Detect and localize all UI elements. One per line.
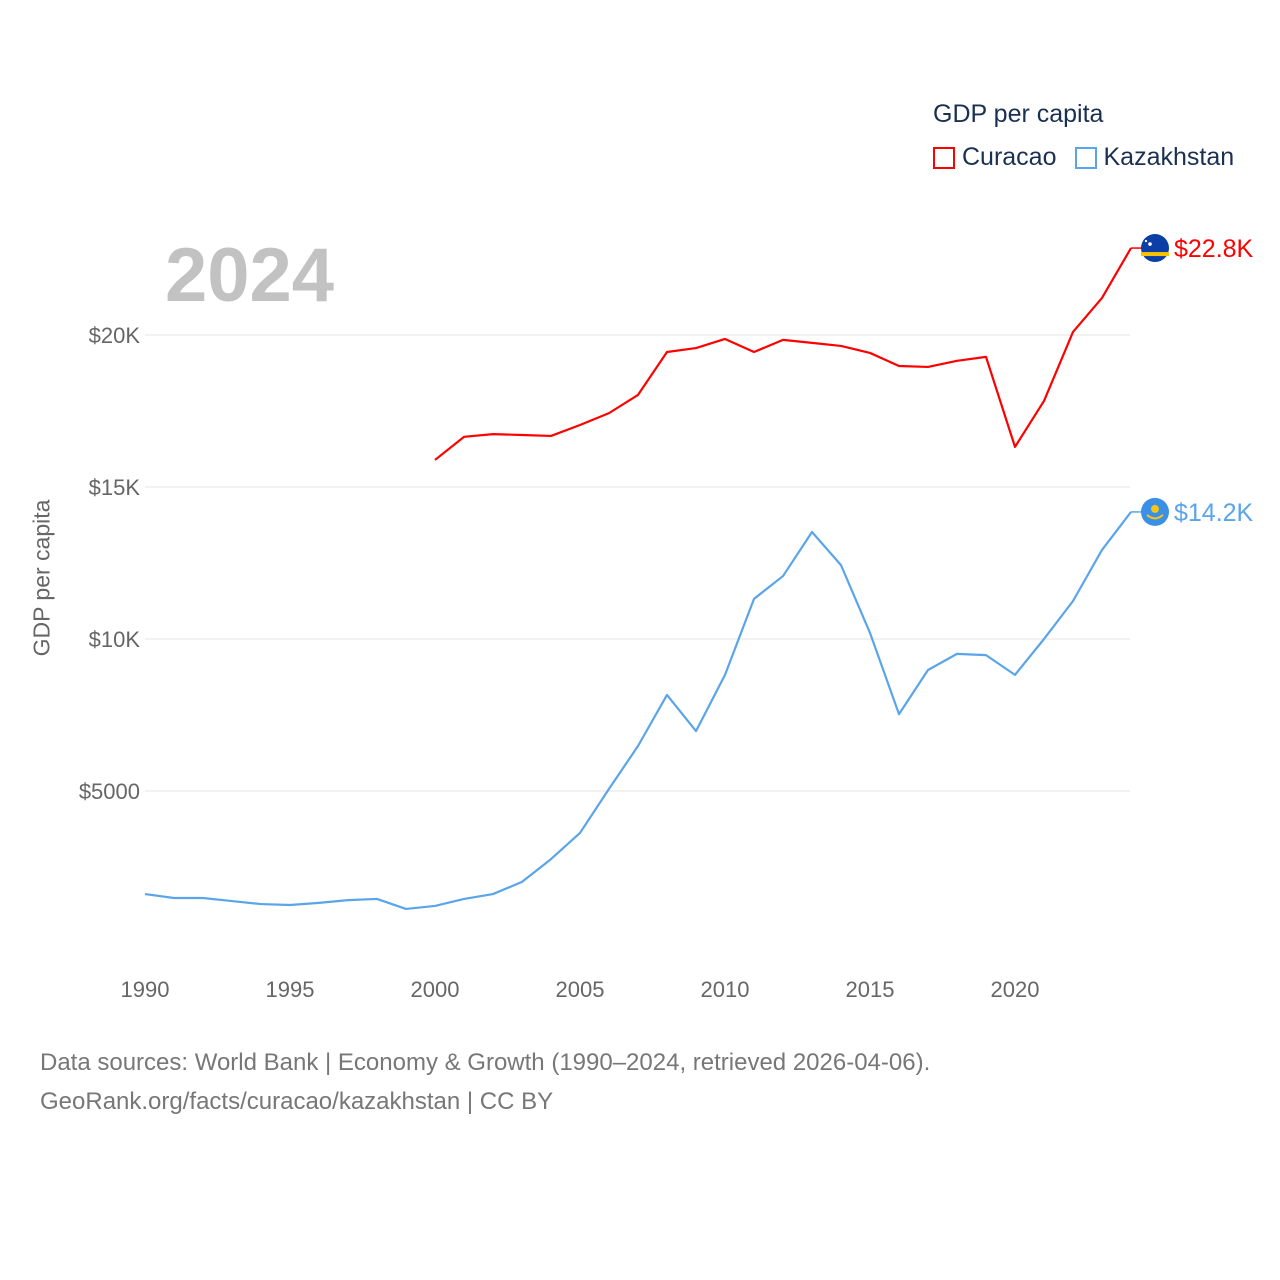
x-tick-label: 2000 bbox=[411, 977, 460, 1002]
legend-label-kazakhstan: Kazakhstan bbox=[1103, 143, 1235, 171]
end-value-label: $14.2K bbox=[1174, 499, 1254, 527]
legend-swatch-kazakhstan bbox=[1074, 146, 1097, 169]
x-tick-label: 2010 bbox=[701, 977, 750, 1002]
y-tick-label: $5000 bbox=[79, 779, 140, 804]
end-value-label: $22.8K bbox=[1174, 235, 1254, 263]
x-tick-label: 2015 bbox=[846, 977, 895, 1002]
flag-star bbox=[1144, 239, 1148, 243]
legend-item-curacao[interactable]: Curacao bbox=[933, 143, 1057, 172]
x-tick-label: 2005 bbox=[556, 977, 605, 1002]
curacao-flag-icon bbox=[1141, 234, 1169, 263]
flag-stripe bbox=[1141, 252, 1169, 257]
footer-link[interactable]: GeoRank.org/facts/curacao/kazakhstan | C… bbox=[40, 1088, 554, 1115]
footer-sources: Data sources: World Bank | Economy & Gro… bbox=[40, 1049, 931, 1076]
x-tick-label: 1995 bbox=[266, 977, 315, 1002]
legend-label-curacao: Curacao bbox=[962, 143, 1057, 171]
series-line-kazakhstan bbox=[144, 511, 1132, 911]
footer: Data sources: World Bank | Economy & Gro… bbox=[40, 1043, 930, 1121]
y-tick-label: $15K bbox=[89, 475, 141, 500]
flag-sun bbox=[1151, 504, 1159, 513]
y-tick-label: $10K bbox=[89, 627, 141, 652]
x-tick-label: 1990 bbox=[121, 977, 170, 1002]
legend-swatch-curacao bbox=[933, 146, 955, 169]
flag-star bbox=[1148, 242, 1152, 246]
legend: Curacao Kazakhstan bbox=[933, 143, 1252, 172]
series-line-curacao bbox=[434, 247, 1132, 461]
legend-item-kazakhstan[interactable]: Kazakhstan bbox=[1074, 143, 1235, 172]
x-tick-label: 2020 bbox=[991, 977, 1040, 1002]
y-tick-label: $20K bbox=[89, 323, 141, 348]
flag-eagle bbox=[1146, 514, 1164, 520]
legend-title: GDP per capita bbox=[933, 100, 1104, 128]
year-label: 2024 bbox=[165, 233, 335, 318]
